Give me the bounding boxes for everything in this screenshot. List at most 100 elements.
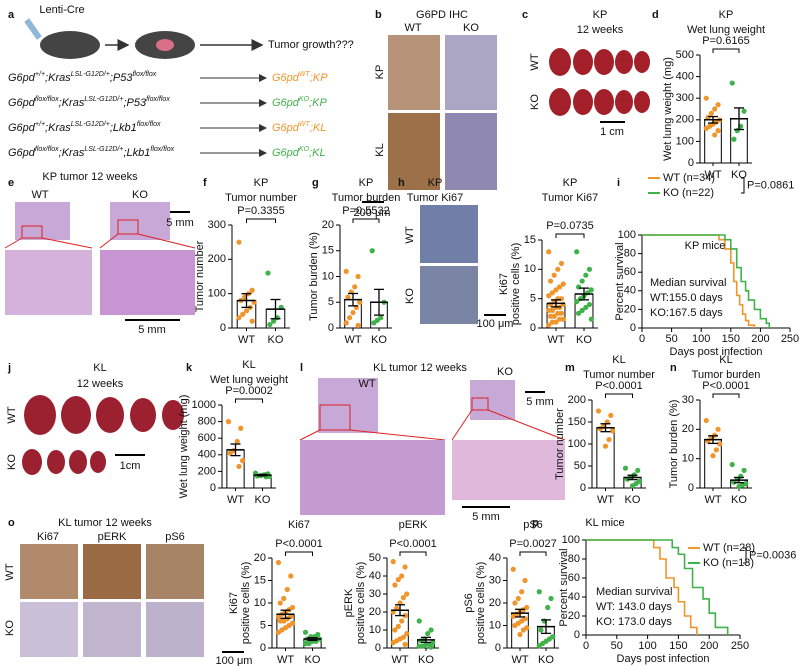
y-tick-label: 0	[328, 322, 334, 334]
chart-title: KL	[719, 354, 732, 366]
survival-curve	[642, 234, 771, 328]
superscript: +/+	[35, 121, 45, 128]
panel-letter: m	[565, 362, 575, 374]
y-tick-label: 0	[688, 157, 694, 169]
data-point	[390, 640, 396, 646]
x-tick-label: KO	[255, 494, 271, 506]
y-tick-label: 15	[524, 234, 536, 246]
superscript: WT	[299, 71, 311, 78]
he-sections	[299, 378, 566, 515]
chart-title: KP mice	[685, 240, 726, 252]
survival-curve	[586, 539, 698, 635]
chart-subtitle: Wet lung weight	[210, 374, 288, 386]
image-label: WT	[404, 22, 421, 34]
x-tick-label: WT	[597, 494, 614, 506]
data-point	[547, 278, 554, 284]
chart-title: KP	[254, 177, 269, 189]
image-label: KP	[428, 177, 443, 189]
y-tick-label: 20	[568, 610, 580, 622]
y-tick-label: 600	[198, 432, 216, 444]
y-axis-label: positive cells (%)	[240, 562, 252, 645]
y-tick-label: 50	[369, 552, 381, 564]
image-label: pS6	[165, 531, 185, 543]
lung	[549, 88, 571, 116]
image-label: KO	[463, 22, 479, 34]
zoom-box	[471, 397, 489, 411]
y-axis-label: Tumor burden (%)	[308, 232, 320, 321]
significance-bracket	[712, 48, 740, 53]
data-point	[236, 315, 242, 321]
data-point	[371, 320, 377, 326]
panel-letter: p	[532, 517, 539, 529]
data-point	[546, 322, 552, 328]
y-tick-label: 15	[254, 574, 266, 586]
data-point	[265, 270, 271, 276]
data-point	[579, 307, 585, 313]
panel-letter: i	[617, 177, 620, 189]
image-label: KL	[93, 362, 106, 374]
data-point	[512, 622, 518, 629]
y-tick-label: 40	[568, 591, 580, 603]
image	[83, 602, 141, 657]
survival-curve	[642, 234, 756, 328]
y-axis-label: Ki67	[498, 273, 510, 295]
image-label: Ki67	[37, 531, 59, 543]
data-point	[302, 629, 309, 635]
genotype: G6pdWT;KL	[272, 121, 326, 134]
data-point	[522, 577, 528, 584]
genotype-part: ;P53	[110, 72, 134, 84]
lung	[594, 89, 614, 115]
image	[420, 266, 478, 324]
y-axis-label: Tumor number	[554, 408, 566, 480]
y-tick-label: 500	[676, 49, 694, 61]
lung	[61, 396, 91, 434]
x-tick-label: KO	[538, 654, 554, 666]
image-label: 5 mm	[138, 324, 166, 336]
annotation: KO: 173.0 days	[596, 616, 672, 628]
genotype-part: ;KL	[310, 122, 327, 134]
x-tick-label: KO	[371, 334, 387, 346]
data-point	[717, 441, 723, 447]
zoom-line	[349, 429, 446, 441]
superscript: KO	[299, 96, 310, 103]
data-point	[240, 311, 246, 317]
superscript: flox/flox	[150, 146, 174, 153]
data-point	[277, 600, 283, 606]
panel-letter: n	[670, 362, 677, 374]
image-label: 12 weeks	[577, 24, 624, 36]
y-tick-label: 15	[322, 245, 334, 257]
data-point	[350, 309, 356, 316]
y-tick-label: 0	[260, 642, 266, 654]
panel-letter: f	[203, 177, 207, 189]
data-point	[238, 425, 244, 431]
data-point	[428, 627, 434, 633]
y-axis-label: Wet lung weight (mg)	[662, 57, 674, 161]
data-point	[395, 623, 401, 630]
chart-subtitle: Tumor number	[583, 369, 655, 381]
zoom-line	[4, 237, 23, 249]
genotype-part: G6pd	[272, 122, 300, 134]
data-point	[404, 631, 410, 637]
genotype-part: ;KL	[309, 147, 326, 159]
chart-subtitle: Tumor burden	[692, 369, 761, 381]
genotype-part: ;KP	[310, 72, 328, 84]
data-point	[548, 595, 554, 602]
x-tick-label: 100	[692, 333, 710, 345]
genotype-part: G6pd	[272, 72, 300, 84]
genotype-part: ;KP	[309, 97, 327, 109]
data-point	[355, 273, 361, 280]
lung	[162, 400, 184, 430]
chart-title: KL	[612, 354, 625, 366]
data-point	[392, 582, 398, 588]
data-point	[416, 643, 422, 649]
image-label: WT	[529, 53, 541, 70]
panel-letter: d	[652, 9, 659, 21]
data-point	[275, 613, 282, 620]
chart-subtitle: Tumor burden	[332, 192, 401, 204]
y-tick-label: 400	[198, 449, 216, 461]
data-point	[595, 408, 602, 414]
y-tick-label: 20	[322, 219, 334, 231]
genotype: G6pdflox/flox;KrasLSL-G12D/+;P53flox/flo…	[8, 96, 170, 109]
p-value: P=0.3355	[237, 205, 284, 217]
image-label: KL tumor 12 weeks	[58, 517, 152, 529]
